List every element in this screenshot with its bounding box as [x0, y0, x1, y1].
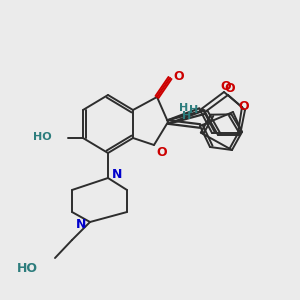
Text: O: O	[173, 70, 184, 83]
Text: HO: HO	[17, 262, 38, 275]
Text: N: N	[112, 169, 122, 182]
Text: HO: HO	[33, 132, 52, 142]
Text: O: O	[238, 100, 249, 113]
Text: O: O	[156, 146, 166, 160]
Text: O: O	[225, 82, 235, 95]
Text: H: H	[188, 105, 198, 115]
Text: N: N	[76, 218, 86, 232]
Text: H: H	[182, 111, 192, 121]
Text: H: H	[179, 103, 189, 113]
Text: O: O	[221, 80, 231, 94]
